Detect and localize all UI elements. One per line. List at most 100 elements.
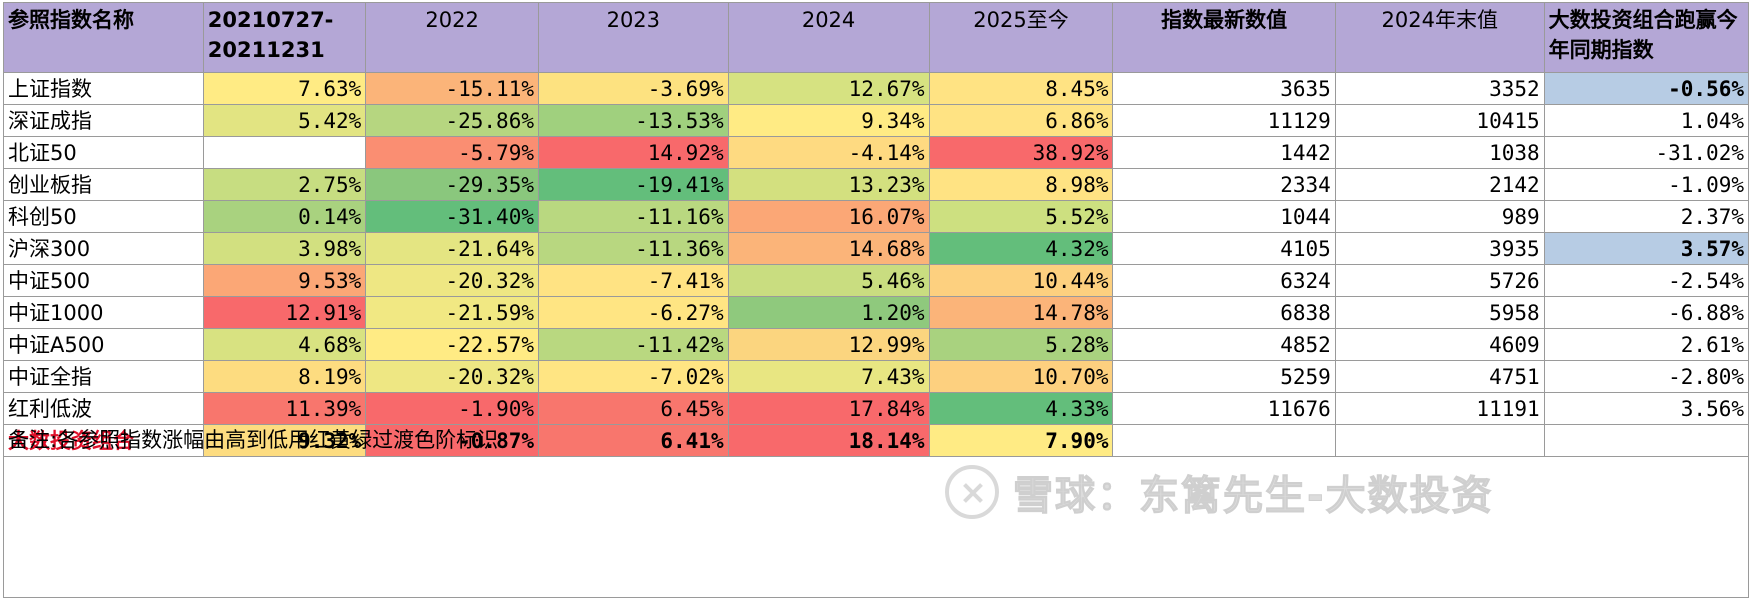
empty-cell[interactable] xyxy=(1334,424,1545,457)
latest-value-cell[interactable]: 1044 xyxy=(1112,200,1336,233)
latest-value-cell[interactable]: 11676 xyxy=(1112,392,1336,425)
latest-value-cell[interactable]: 4852 xyxy=(1112,328,1336,361)
portfolio-return-cell[interactable]: 6.41% xyxy=(538,424,729,457)
index-name-cell[interactable]: 红利低波 xyxy=(3,392,204,425)
return-cell[interactable]: 11.39% xyxy=(202,392,367,425)
return-cell[interactable]: -7.02% xyxy=(538,360,729,393)
return-cell[interactable]: -20.32% xyxy=(365,360,539,393)
return-cell[interactable]: 5.42% xyxy=(202,104,367,137)
header-2025-ytd[interactable]: 2025至今 xyxy=(928,2,1114,73)
latest-value-cell[interactable]: 1442 xyxy=(1112,136,1336,169)
beat-cell[interactable]: -0.56% xyxy=(1543,72,1750,105)
return-cell[interactable]: -21.64% xyxy=(365,232,539,265)
return-cell[interactable]: -25.86% xyxy=(365,104,539,137)
portfolio-return-cell[interactable]: 9.32% xyxy=(202,424,367,457)
return-cell[interactable]: -31.40% xyxy=(365,200,539,233)
end-2024-value-cell[interactable]: 5958 xyxy=(1334,296,1545,329)
index-name-cell[interactable]: 中证1000 xyxy=(3,296,204,329)
return-cell[interactable]: -21.59% xyxy=(365,296,539,329)
return-cell[interactable]: -22.57% xyxy=(365,328,539,361)
return-cell[interactable]: -5.79% xyxy=(365,136,539,169)
return-cell[interactable]: 8.98% xyxy=(928,168,1114,201)
latest-value-cell[interactable]: 4105 xyxy=(1112,232,1336,265)
portfolio-return-cell[interactable]: 7.90% xyxy=(928,424,1114,457)
return-cell[interactable]: 7.43% xyxy=(727,360,930,393)
return-cell[interactable]: -11.42% xyxy=(538,328,729,361)
beat-cell[interactable]: -1.09% xyxy=(1543,168,1750,201)
beat-cell[interactable]: 1.04% xyxy=(1543,104,1750,137)
header-2022[interactable]: 2022 xyxy=(365,2,539,73)
return-cell[interactable]: 14.92% xyxy=(538,136,729,169)
beat-cell[interactable]: 3.57% xyxy=(1543,232,1750,265)
return-cell[interactable]: -13.53% xyxy=(538,104,729,137)
return-cell[interactable]: -11.36% xyxy=(538,232,729,265)
return-cell[interactable]: 9.53% xyxy=(202,264,367,297)
return-cell[interactable]: 10.44% xyxy=(928,264,1114,297)
beat-cell[interactable]: 2.61% xyxy=(1543,328,1750,361)
return-cell[interactable]: 5.46% xyxy=(727,264,930,297)
return-cell[interactable]: 5.28% xyxy=(928,328,1114,361)
end-2024-value-cell[interactable]: 10415 xyxy=(1334,104,1545,137)
return-cell[interactable]: 8.45% xyxy=(928,72,1114,105)
index-name-cell[interactable]: 深证成指 xyxy=(3,104,204,137)
end-2024-value-cell[interactable]: 11191 xyxy=(1334,392,1545,425)
return-cell[interactable]: 2.75% xyxy=(202,168,367,201)
return-cell[interactable]: 9.34% xyxy=(727,104,930,137)
end-2024-value-cell[interactable]: 3935 xyxy=(1334,232,1545,265)
beat-cell[interactable]: 3.56% xyxy=(1543,392,1750,425)
end-2024-value-cell[interactable]: 4609 xyxy=(1334,328,1545,361)
return-cell[interactable]: 6.86% xyxy=(928,104,1114,137)
note-area[interactable]: 备注:各参照指数涨幅由高到低用红黄绿过渡色阶标识 xyxy=(3,422,1749,598)
index-name-cell[interactable]: 中证A500 xyxy=(3,328,204,361)
return-cell[interactable]: 4.33% xyxy=(928,392,1114,425)
header-2023[interactable]: 2023 xyxy=(538,2,729,73)
index-name-cell[interactable]: 北证50 xyxy=(3,136,204,169)
index-name-cell[interactable]: 创业板指 xyxy=(3,168,204,201)
return-cell[interactable]: 12.99% xyxy=(727,328,930,361)
return-cell[interactable]: -4.14% xyxy=(727,136,930,169)
return-cell[interactable]: 10.70% xyxy=(928,360,1114,393)
return-cell[interactable]: 14.68% xyxy=(727,232,930,265)
end-2024-value-cell[interactable]: 5726 xyxy=(1334,264,1545,297)
beat-cell[interactable]: -2.54% xyxy=(1543,264,1750,297)
index-name-cell[interactable]: 上证指数 xyxy=(3,72,204,105)
beat-cell[interactable]: -2.80% xyxy=(1543,360,1750,393)
end-2024-value-cell[interactable]: 2142 xyxy=(1334,168,1545,201)
return-cell[interactable] xyxy=(202,136,367,169)
portfolio-return-cell[interactable]: 18.14% xyxy=(727,424,930,457)
return-cell[interactable]: -3.69% xyxy=(538,72,729,105)
return-cell[interactable]: -7.41% xyxy=(538,264,729,297)
return-cell[interactable]: 38.92% xyxy=(928,136,1114,169)
header-portfolio-beat[interactable]: 大数投资组合跑赢今年同期指数 xyxy=(1543,2,1750,73)
return-cell[interactable]: 12.67% xyxy=(727,72,930,105)
latest-value-cell[interactable]: 6838 xyxy=(1112,296,1336,329)
beat-cell[interactable]: -6.88% xyxy=(1543,296,1750,329)
return-cell[interactable]: 4.68% xyxy=(202,328,367,361)
portfolio-return-cell[interactable]: -0.87% xyxy=(365,424,539,457)
end-2024-value-cell[interactable]: 3352 xyxy=(1334,72,1545,105)
header-2024[interactable]: 2024 xyxy=(727,2,930,73)
header-latest-value[interactable]: 指数最新数值 xyxy=(1112,2,1336,73)
index-name-cell[interactable]: 中证全指 xyxy=(3,360,204,393)
latest-value-cell[interactable]: 3635 xyxy=(1112,72,1336,105)
return-cell[interactable]: 7.63% xyxy=(202,72,367,105)
return-cell[interactable]: -20.32% xyxy=(365,264,539,297)
empty-cell[interactable] xyxy=(1112,424,1336,457)
end-2024-value-cell[interactable]: 1038 xyxy=(1334,136,1545,169)
return-cell[interactable]: 4.32% xyxy=(928,232,1114,265)
return-cell[interactable]: -1.90% xyxy=(365,392,539,425)
return-cell[interactable]: 3.98% xyxy=(202,232,367,265)
latest-value-cell[interactable]: 6324 xyxy=(1112,264,1336,297)
header-name[interactable]: 参照指数名称 xyxy=(3,2,204,73)
end-2024-value-cell[interactable]: 4751 xyxy=(1334,360,1545,393)
return-cell[interactable]: 1.20% xyxy=(727,296,930,329)
return-cell[interactable]: 0.14% xyxy=(202,200,367,233)
beat-cell[interactable]: 2.37% xyxy=(1543,200,1750,233)
return-cell[interactable]: -19.41% xyxy=(538,168,729,201)
index-name-cell[interactable]: 科创50 xyxy=(3,200,204,233)
latest-value-cell[interactable]: 2334 xyxy=(1112,168,1336,201)
header-period-2021[interactable]: 20210727-20211231 xyxy=(202,2,367,73)
return-cell[interactable]: 8.19% xyxy=(202,360,367,393)
return-cell[interactable]: -6.27% xyxy=(538,296,729,329)
beat-cell[interactable]: -31.02% xyxy=(1543,136,1750,169)
